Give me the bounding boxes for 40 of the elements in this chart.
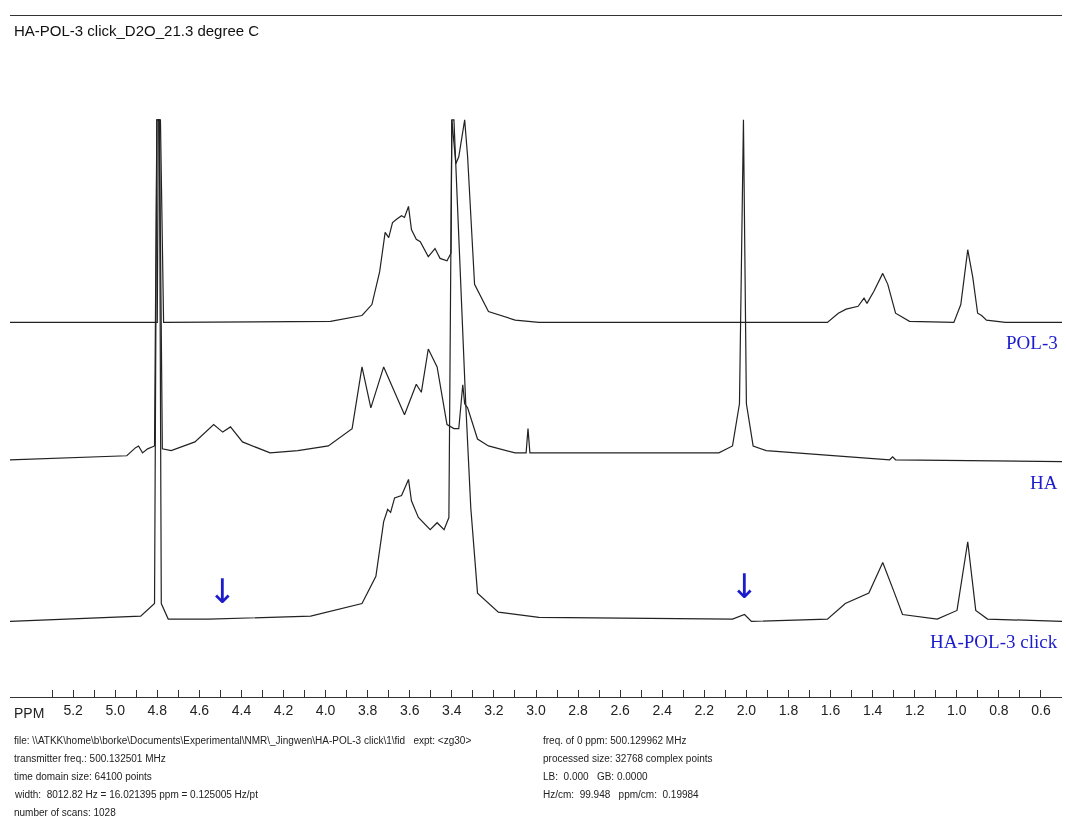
x-tick-label: 0.6	[1031, 701, 1051, 718]
x-tick-label: 1.8	[778, 701, 799, 718]
x-tick-label: 2.2	[694, 701, 715, 718]
x-tick-label: 1.2	[904, 701, 925, 718]
text: file: \\ATKK\home\b\borke\Documents\Experimental\NMR\_Jingwen\HA-POL-3 click\1\fid expt: <zg30>	[14, 735, 472, 746]
chart-title: HA-POL-3 click_D2O_21.3 degree C	[14, 22, 260, 39]
x-tick-label: 3.8	[357, 701, 378, 718]
x-tick-label: 1.4	[862, 701, 883, 718]
x-tick-label: 0.8	[989, 701, 1009, 718]
x-tick-label: 4.6	[189, 701, 210, 718]
x-tick-label: 3.0	[526, 701, 546, 718]
x-tick-label: 1.0	[947, 701, 967, 718]
x-tick-label: 2.8	[568, 701, 589, 718]
series-label: POL-3	[1006, 332, 1058, 353]
series-label: HA-POL-3 click	[930, 631, 1058, 652]
x-tick-label: 4.4	[231, 701, 252, 718]
series-label: HA	[1030, 472, 1058, 493]
text: LB: 0.000 GB: 0.0000	[543, 771, 648, 782]
x-tick-label: 5.0	[105, 701, 126, 718]
x-tick-label: 1.6	[820, 701, 841, 718]
text: freq. of 0 ppm: 500.129962 MHz	[543, 735, 687, 746]
x-tick-label: 4.0	[315, 701, 336, 718]
annotation: ↓	[208, 571, 237, 611]
text: time domain size: 64100 points	[14, 771, 152, 782]
x-tick-label: 2.6	[610, 701, 631, 718]
x-axis-title: PPM	[14, 705, 45, 721]
x-tick-label: 3.6	[400, 701, 420, 718]
annotation: ↓	[730, 566, 759, 606]
x-tick-label: 3.2	[484, 701, 504, 718]
text: transmitter freq.: 500.132501 MHz	[14, 753, 166, 764]
text: width: 8012.82 Hz = 16.021395 ppm = 0.125005 Hz/pt	[14, 789, 259, 800]
x-tick-label: 2.0	[736, 701, 757, 718]
text: Hz/cm: 99.948 ppm/cm: 0.19984	[543, 789, 700, 800]
text: processed size: 32768 complex points	[543, 753, 713, 764]
x-tick-label: 5.2	[63, 701, 84, 718]
x-tick-label: 2.4	[652, 701, 673, 718]
x-tick-label: 4.8	[147, 701, 168, 718]
x-tick-label: 4.2	[273, 701, 294, 718]
x-tick-label: 3.4	[442, 701, 462, 718]
text: number of scans: 1028	[14, 807, 117, 818]
